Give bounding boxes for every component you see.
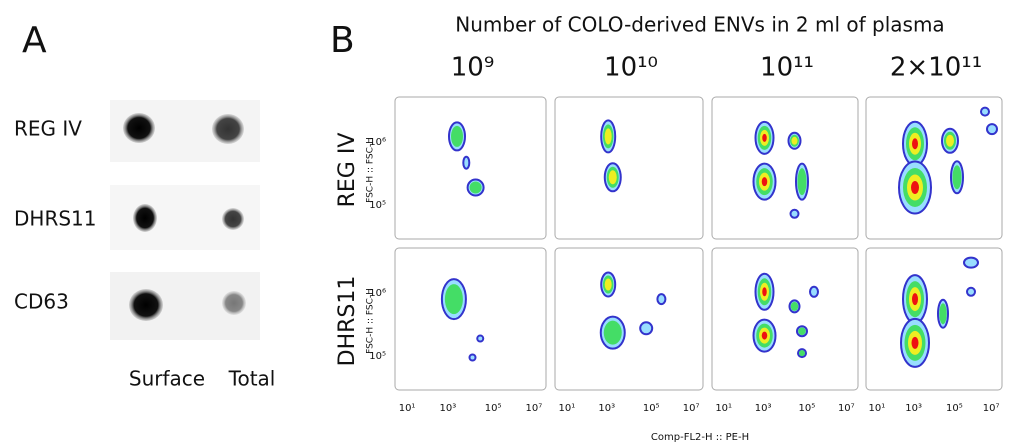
x-tick-label: 10⁵	[643, 403, 660, 414]
panel-label: A	[22, 20, 47, 61]
density-contour	[810, 287, 818, 297]
column-header: 10⁹	[451, 53, 495, 83]
x-tick-label: 10⁷	[526, 403, 543, 414]
plot-frame	[866, 248, 1002, 390]
x-tick-label: 10¹	[558, 403, 575, 414]
density-contour	[967, 288, 975, 296]
y-tick-label: 10⁵	[369, 351, 386, 362]
column-header: 10¹¹	[760, 53, 814, 83]
x-tick-label: 10³	[598, 403, 615, 414]
density-contour	[791, 302, 799, 311]
column-label: Surface	[129, 367, 205, 391]
density-contour	[470, 182, 482, 194]
blot-dot	[123, 113, 155, 143]
density-contour	[799, 350, 805, 356]
x-tick-label: 10⁷	[838, 403, 855, 414]
plot-frame	[395, 248, 546, 390]
density-contour	[798, 327, 806, 335]
plot-frame	[866, 97, 1002, 239]
y-tick-label: 10⁶	[369, 137, 386, 148]
row-label: REG IV	[335, 133, 360, 208]
density-contour	[445, 284, 463, 314]
density-contour	[605, 279, 612, 291]
x-axis-label: Comp-FL2-H :: PE-H	[651, 432, 749, 443]
blot-dot	[222, 208, 244, 230]
plot-frame	[712, 248, 858, 390]
density-contour	[987, 124, 997, 134]
x-tick-label: 10⁷	[683, 403, 700, 414]
density-contour	[946, 135, 954, 147]
density-contour	[792, 137, 798, 145]
plot-frame	[712, 97, 858, 239]
x-tick-label: 10¹	[715, 403, 732, 414]
density-contour	[604, 321, 622, 345]
y-tick-label: 10⁶	[369, 288, 386, 299]
density-contour	[912, 138, 918, 149]
x-tick-label: 10¹	[399, 403, 416, 414]
x-tick-label: 10⁵	[946, 403, 963, 414]
density-contour	[470, 355, 476, 361]
density-contour	[762, 332, 768, 340]
blot-dot	[129, 289, 163, 321]
density-contour	[463, 157, 469, 169]
figure: A REG IV DHRS11 CD63 Surface Total B Number of …	[0, 0, 1015, 447]
density-contour	[911, 181, 919, 194]
density-contour	[798, 168, 807, 195]
density-contour	[912, 337, 919, 349]
column-header: 2×10¹¹	[890, 53, 982, 83]
density-contour	[762, 287, 767, 296]
row-label: REG IV	[14, 117, 82, 141]
panel-label: B	[330, 20, 355, 61]
blot-dot	[212, 114, 244, 144]
density-contour	[477, 336, 483, 342]
column-header: 10¹⁰	[604, 53, 658, 83]
x-tick-label: 10³	[755, 403, 772, 414]
title: Number of COLO-derived ENVs in 2 ml of p…	[455, 13, 944, 37]
plot-frame	[555, 97, 703, 239]
x-tick-label: 10¹	[869, 403, 886, 414]
blot-dot	[222, 291, 246, 315]
row-label: CD63	[14, 290, 69, 314]
density-contour	[605, 128, 612, 144]
x-tick-label: 10³	[439, 403, 456, 414]
row-label: DHRS11	[335, 276, 360, 367]
density-contour	[640, 322, 652, 334]
density-contour	[939, 303, 947, 324]
density-contour	[609, 170, 617, 184]
x-tick-label: 10⁵	[799, 403, 816, 414]
density-contour	[451, 126, 463, 147]
plot-frame	[555, 248, 703, 390]
column-label: Total	[228, 367, 276, 391]
density-contour	[657, 294, 665, 304]
density-contour	[762, 134, 767, 142]
y-tick-label: 10⁵	[369, 200, 386, 211]
plot-frame	[395, 97, 546, 239]
x-tick-label: 10³	[905, 403, 922, 414]
x-tick-label: 10⁵	[485, 403, 502, 414]
x-tick-label: 10⁷	[983, 403, 1000, 414]
blot-dot	[133, 204, 157, 232]
density-contour	[912, 293, 918, 305]
row-label: DHRS11	[14, 207, 96, 231]
density-contour	[791, 210, 799, 218]
density-contour	[762, 177, 768, 186]
density-contour	[964, 258, 978, 268]
density-contour	[981, 108, 989, 116]
density-contour	[953, 165, 962, 189]
